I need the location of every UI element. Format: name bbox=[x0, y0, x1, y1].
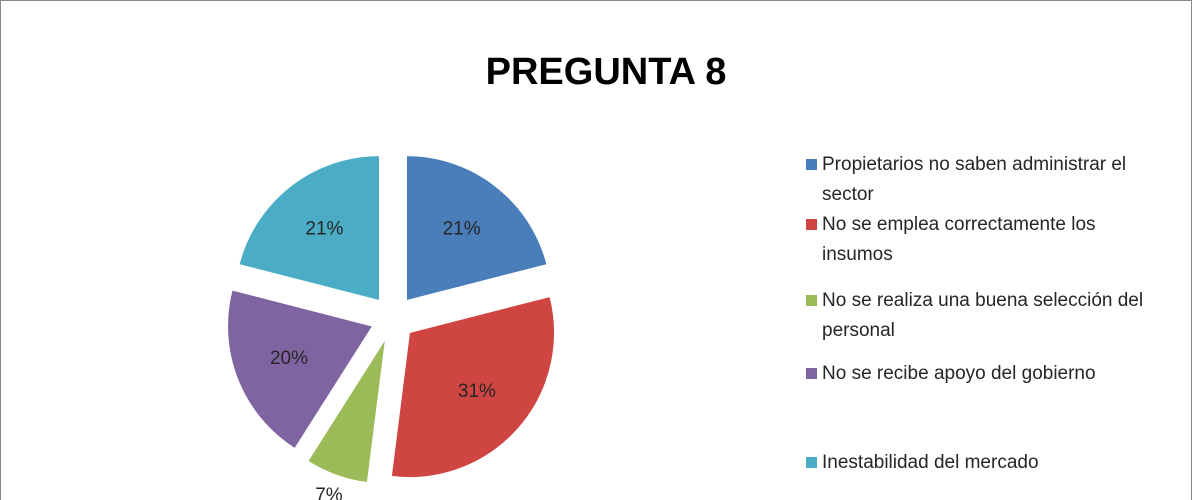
data-label: 31% bbox=[458, 381, 496, 402]
legend-swatch bbox=[806, 295, 817, 306]
data-label: 20% bbox=[270, 348, 308, 369]
chart-title: PREGUNTA 8 bbox=[486, 51, 727, 93]
pie-slice bbox=[238, 155, 381, 302]
pie-slice bbox=[307, 338, 387, 484]
legend-swatch bbox=[806, 457, 817, 468]
pie-slice bbox=[227, 289, 374, 450]
legend-label: No se recibe apoyo del gobierno bbox=[822, 363, 1096, 384]
pie-slice bbox=[390, 295, 555, 479]
legend-swatch bbox=[806, 219, 817, 230]
legend-label: No se emplea correctamente los insumos bbox=[822, 214, 1096, 265]
legend-label: Propietarios no saben administrar el sec… bbox=[822, 154, 1127, 205]
data-label: 21% bbox=[305, 219, 343, 240]
data-label: 7% bbox=[315, 485, 343, 500]
legend-swatch bbox=[806, 159, 817, 170]
pie-slice bbox=[405, 155, 548, 302]
legend-item: Propietarios no saben administrar el sec… bbox=[806, 150, 1152, 210]
legend-item: No se emplea correctamente los insumos bbox=[806, 210, 1152, 270]
legend-item: No se realiza una buena selección del pe… bbox=[806, 286, 1152, 346]
legend-swatch bbox=[806, 368, 817, 379]
legend-label: No se realiza una buena selección del pe… bbox=[822, 290, 1144, 341]
data-label: 21% bbox=[443, 219, 481, 240]
legend-item: Inestabilidad del mercado bbox=[806, 448, 1152, 478]
legend-label: Inestabilidad del mercado bbox=[822, 452, 1039, 473]
legend-item: No se recibe apoyo del gobierno bbox=[806, 359, 1152, 389]
